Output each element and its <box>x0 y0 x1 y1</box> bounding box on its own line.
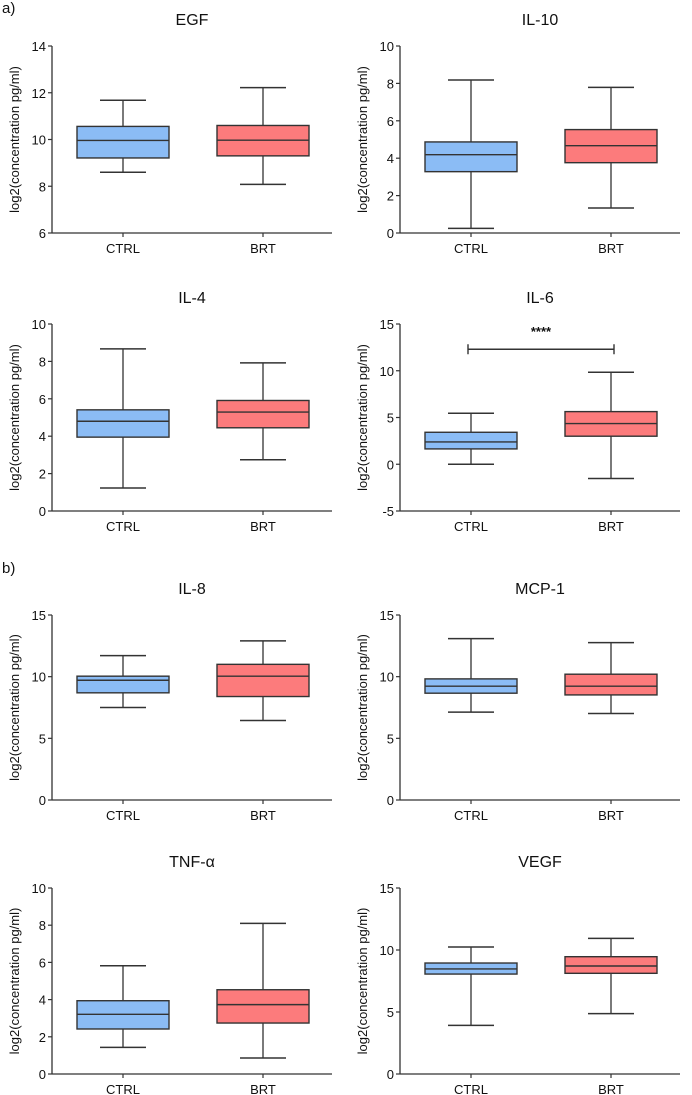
y-tick-label: 0 <box>387 457 394 472</box>
y-tick-label: 8 <box>39 179 46 194</box>
chart-panel: IL-4 log2(concentration pg/ml) 0 2 4 6 8 10 CTRL… <box>7 290 332 534</box>
y-axis-label: log2(concentration pg/ml) <box>7 634 22 781</box>
chart-title: IL-10 <box>522 12 559 29</box>
y-tick-label: 4 <box>39 429 46 444</box>
chart-title: IL-6 <box>526 290 554 307</box>
box-ctrl <box>76 409 170 438</box>
y-tick-label: 0 <box>387 226 394 241</box>
y-axis-label: log2(concentration pg/ml) <box>355 634 370 781</box>
chart-panel: IL-6 log2(concentration pg/ml) -5 0 5 10 15 CTR… <box>355 290 680 534</box>
y-tick-label: 12 <box>32 86 46 101</box>
chart-title: IL-4 <box>178 290 206 307</box>
y-tick-label: 5 <box>39 731 46 746</box>
y-axis-label: log2(concentration pg/ml) <box>7 908 22 1055</box>
y-tick-label: 10 <box>380 670 394 685</box>
x-tick-label: BRT <box>598 241 624 256</box>
y-tick-label: 8 <box>387 76 394 91</box>
box-brt <box>564 955 658 975</box>
chart-panel: TNF-α log2(concentration pg/ml) 0 2 4 6 8 10 CTR… <box>7 854 332 1095</box>
y-tick-label: 10 <box>32 881 46 896</box>
x-tick-label: CTRL <box>454 1082 488 1095</box>
x-tick-label: BRT <box>250 808 276 823</box>
y-axis-label: log2(concentration pg/ml) <box>7 66 22 213</box>
y-tick-label: 0 <box>39 793 46 808</box>
y-tick-label: 6 <box>39 392 46 407</box>
y-tick-label: 5 <box>387 1005 394 1020</box>
y-tick-label: 10 <box>380 943 394 958</box>
y-tick-label: 8 <box>39 354 46 369</box>
x-tick-label: CTRL <box>106 241 140 256</box>
y-tick-label: 6 <box>39 955 46 970</box>
y-tick-label: 0 <box>387 1067 394 1082</box>
y-tick-label: 10 <box>380 364 394 379</box>
y-tick-label: 14 <box>32 39 46 54</box>
box-ctrl <box>424 431 518 450</box>
chart-title: TNF-α <box>169 854 215 871</box>
chart-title: IL-8 <box>178 581 206 598</box>
y-axis-label: log2(concentration pg/ml) <box>355 908 370 1055</box>
y-tick-label: 4 <box>387 151 394 166</box>
panel-label-a: a) <box>2 0 16 17</box>
box-ctrl <box>424 141 518 173</box>
y-tick-label: 8 <box>39 918 46 933</box>
box-brt <box>216 399 310 429</box>
x-tick-label: BRT <box>598 1082 624 1095</box>
chart-panel: VEGF log2(concentration pg/ml) 0 5 10 15 CTRL B… <box>355 854 680 1095</box>
y-axis-label: log2(concentration pg/ml) <box>355 66 370 213</box>
y-tick-label: 5 <box>387 731 394 746</box>
y-tick-label: 0 <box>39 1067 46 1082</box>
chart-panel: MCP-1 log2(concentration pg/ml) 0 5 10 15 CTRL… <box>355 581 680 823</box>
y-tick-label: 2 <box>387 189 394 204</box>
panel-label-b: b) <box>2 560 16 577</box>
box-brt <box>564 673 658 696</box>
x-tick-label: CTRL <box>454 808 488 823</box>
x-tick-label: BRT <box>250 519 276 534</box>
y-tick-label: 10 <box>32 133 46 148</box>
y-tick-label: 10 <box>32 317 46 332</box>
box-ctrl <box>76 125 170 159</box>
x-tick-label: CTRL <box>454 241 488 256</box>
chart-title: EGF <box>176 12 209 29</box>
x-tick-label: CTRL <box>106 808 140 823</box>
y-axis-label: log2(concentration pg/ml) <box>355 344 370 491</box>
box-brt <box>216 989 310 1024</box>
x-tick-label: CTRL <box>454 519 488 534</box>
chart-panel: EGF log2(concentration pg/ml) 6 8 10 12 14 CTRL… <box>7 12 332 256</box>
chart-title: MCP-1 <box>515 581 565 598</box>
x-tick-label: BRT <box>250 1082 276 1095</box>
x-tick-label: CTRL <box>106 1082 140 1095</box>
y-tick-label: 5 <box>387 411 394 426</box>
chart-panel: IL-8 log2(concentration pg/ml) 0 5 10 15 CTRL B… <box>7 581 332 823</box>
y-tick-label: 2 <box>39 467 46 482</box>
y-tick-label: 15 <box>32 608 46 623</box>
y-tick-label: 6 <box>39 226 46 241</box>
y-tick-label: 15 <box>380 881 394 896</box>
chart-title: VEGF <box>518 854 562 871</box>
y-tick-label: 15 <box>380 317 394 332</box>
y-tick-label: -5 <box>382 504 394 519</box>
y-tick-label: 0 <box>39 504 46 519</box>
significance-label: **** <box>531 324 552 339</box>
y-tick-label: 15 <box>380 608 394 623</box>
y-tick-label: 2 <box>39 1030 46 1045</box>
y-tick-label: 10 <box>380 39 394 54</box>
x-tick-label: BRT <box>598 519 624 534</box>
x-tick-label: CTRL <box>106 519 140 534</box>
x-tick-label: BRT <box>250 241 276 256</box>
chart-panel: IL-10 log2(concentration pg/ml) 0 2 4 6 8 10 CTR… <box>355 12 680 256</box>
y-tick-label: 0 <box>387 793 394 808</box>
box-ctrl <box>76 675 170 694</box>
y-tick-label: 6 <box>387 114 394 129</box>
y-tick-label: 10 <box>32 670 46 685</box>
y-axis-label: log2(concentration pg/ml) <box>7 344 22 491</box>
box-brt <box>216 663 310 698</box>
y-tick-label: 4 <box>39 993 46 1008</box>
x-tick-label: BRT <box>598 808 624 823</box>
